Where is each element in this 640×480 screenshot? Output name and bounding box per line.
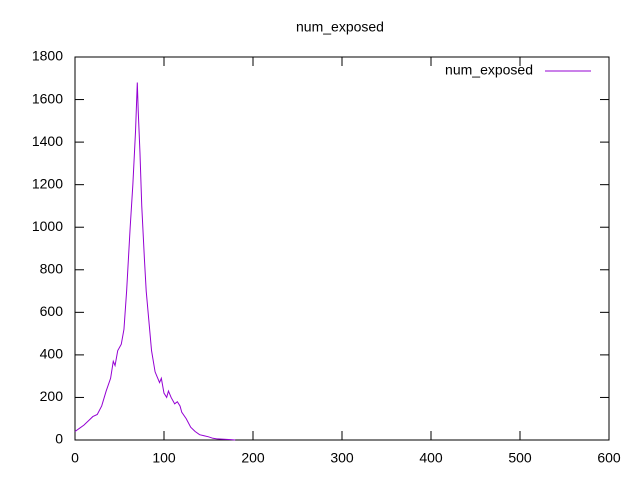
- x-tick-label: 400: [419, 450, 443, 466]
- y-tick-label: 1800: [32, 48, 63, 64]
- x-tick-label: 0: [71, 450, 79, 466]
- y-tick-label: 200: [40, 388, 64, 404]
- x-tick-label: 200: [241, 450, 265, 466]
- y-tick-label: 400: [40, 346, 64, 362]
- y-tick-label: 1600: [32, 90, 63, 106]
- y-tick-label: 800: [40, 260, 64, 276]
- y-tick-label: 1000: [32, 218, 63, 234]
- y-tick-label: 1200: [32, 175, 63, 191]
- x-tick-label: 300: [330, 450, 354, 466]
- y-tick-label: 600: [40, 303, 64, 319]
- legend-label: num_exposed: [445, 62, 533, 78]
- y-tick-label: 0: [55, 431, 63, 447]
- chart-title: num_exposed: [296, 19, 384, 35]
- x-tick-label: 500: [508, 450, 532, 466]
- x-tick-label: 100: [152, 450, 176, 466]
- y-tick-label: 1400: [32, 133, 63, 149]
- x-tick-label: 600: [597, 450, 621, 466]
- data-line: [74, 82, 236, 441]
